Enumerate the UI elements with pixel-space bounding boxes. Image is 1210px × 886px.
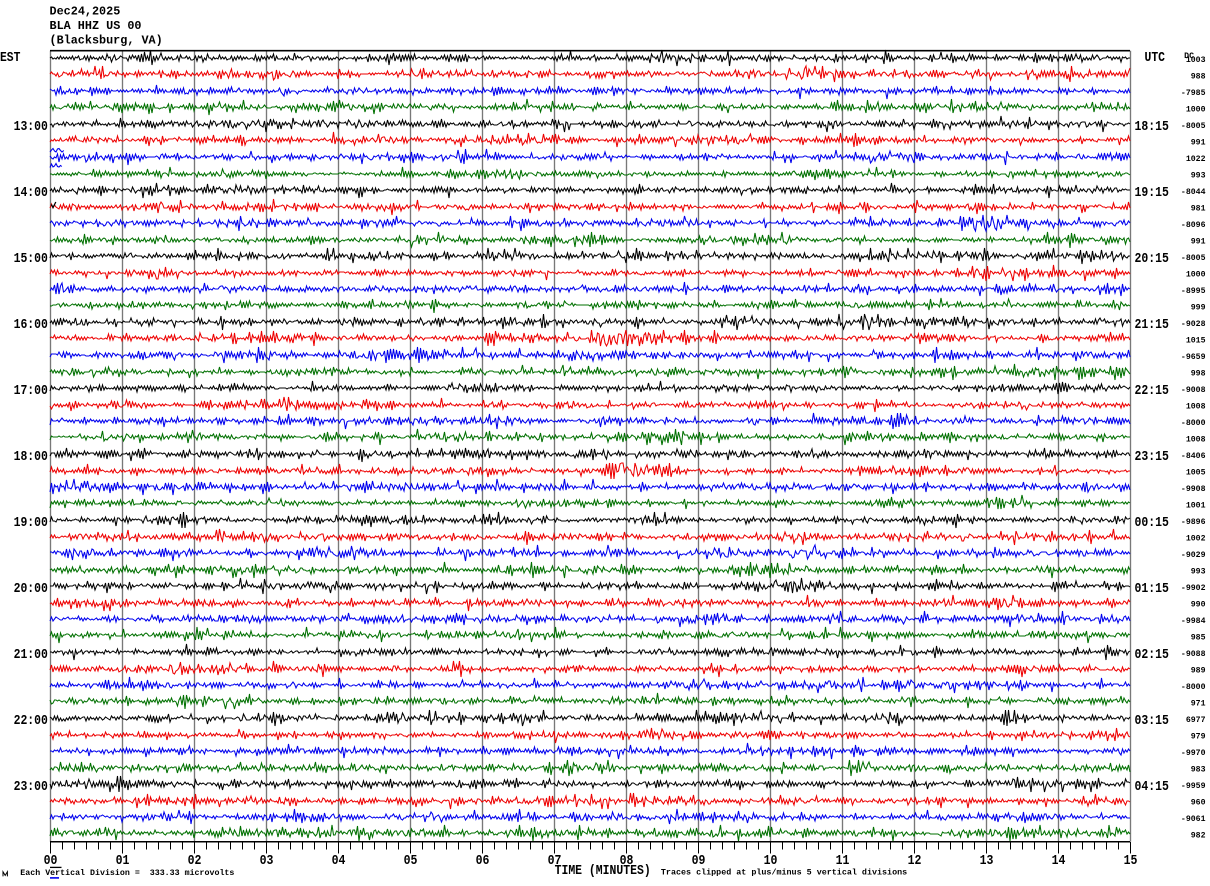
svg-text:01:15: 01:15 <box>1135 582 1169 597</box>
svg-text:15: 15 <box>1124 854 1138 869</box>
svg-text:999: 999 <box>1191 304 1206 313</box>
svg-text:981: 981 <box>1191 205 1206 214</box>
svg-text:02:15: 02:15 <box>1135 648 1169 663</box>
svg-text:991: 991 <box>1191 238 1206 247</box>
svg-text:09: 09 <box>692 854 706 869</box>
svg-text:-9970: -9970 <box>1181 749 1206 758</box>
svg-text:990: 990 <box>1191 601 1206 610</box>
svg-text:22:00: 22:00 <box>14 714 48 729</box>
svg-text:19:15: 19:15 <box>1135 186 1169 201</box>
svg-text:1015: 1015 <box>1186 337 1206 346</box>
svg-text:11: 11 <box>836 854 850 869</box>
svg-text:979: 979 <box>1191 733 1206 742</box>
svg-text:998: 998 <box>1191 370 1206 379</box>
svg-text:-9984: -9984 <box>1181 617 1206 626</box>
svg-text:982: 982 <box>1191 832 1206 841</box>
svg-text:-8005: -8005 <box>1181 254 1206 263</box>
svg-text:-9028: -9028 <box>1181 320 1206 329</box>
svg-text:985: 985 <box>1191 634 1206 643</box>
svg-text:1022: 1022 <box>1186 155 1206 164</box>
svg-text:-7985: -7985 <box>1181 89 1206 98</box>
svg-text:00: 00 <box>44 854 58 869</box>
svg-text:03:15: 03:15 <box>1135 714 1169 729</box>
svg-text:19:00: 19:00 <box>14 516 48 531</box>
svg-text:988: 988 <box>1191 73 1206 82</box>
svg-text:08: 08 <box>620 854 634 869</box>
svg-text:-9008: -9008 <box>1181 386 1206 395</box>
svg-text:00:15: 00:15 <box>1135 516 1169 531</box>
svg-text:1008: 1008 <box>1186 403 1206 412</box>
svg-text:02: 02 <box>188 854 202 869</box>
svg-text:04:15: 04:15 <box>1135 780 1169 795</box>
svg-text:1000: 1000 <box>1186 106 1206 115</box>
svg-text:16:00: 16:00 <box>14 318 48 333</box>
svg-text:-8005: -8005 <box>1181 122 1206 131</box>
svg-text:993: 993 <box>1191 172 1206 181</box>
svg-text:21:00: 21:00 <box>14 648 48 663</box>
svg-text:03: 03 <box>260 854 274 869</box>
svg-text:20:00: 20:00 <box>14 582 48 597</box>
svg-text:12: 12 <box>908 854 922 869</box>
svg-text:-9908: -9908 <box>1181 485 1206 494</box>
svg-text:-9659: -9659 <box>1181 353 1206 362</box>
svg-text:1005: 1005 <box>1186 469 1206 478</box>
svg-text:-8000: -8000 <box>1181 683 1206 692</box>
svg-text:21:15: 21:15 <box>1135 318 1169 333</box>
svg-text:06: 06 <box>476 854 490 869</box>
svg-text:UTC: UTC <box>1145 51 1166 66</box>
svg-text:983: 983 <box>1191 766 1206 775</box>
svg-text:13: 13 <box>980 854 994 869</box>
svg-text:-9029: -9029 <box>1181 551 1206 560</box>
svg-text:04: 04 <box>332 854 346 869</box>
svg-text:989: 989 <box>1191 667 1206 676</box>
svg-text:07: 07 <box>548 854 562 869</box>
svg-text:05: 05 <box>404 854 418 869</box>
svg-text:1003: 1003 <box>1186 56 1206 65</box>
svg-text:BLA HHZ US 00: BLA HHZ US 00 <box>50 19 142 33</box>
svg-text:EST: EST <box>0 51 20 66</box>
svg-text:(Blacksburg, VA): (Blacksburg, VA) <box>50 34 163 48</box>
svg-text:14:00: 14:00 <box>14 186 48 201</box>
svg-text:-9959: -9959 <box>1181 782 1206 791</box>
svg-text:22:15: 22:15 <box>1135 384 1169 399</box>
svg-text:17:00: 17:00 <box>14 384 48 399</box>
svg-text:TIME (MINUTES): TIME (MINUTES) <box>555 864 651 879</box>
svg-text:960: 960 <box>1191 799 1206 808</box>
svg-text:14: 14 <box>1052 854 1066 869</box>
svg-text:Traces clipped at plus/minus 5: Traces clipped at plus/minus 5 vertical … <box>661 868 907 878</box>
svg-text:18:15: 18:15 <box>1135 120 1169 135</box>
svg-text:993: 993 <box>1191 568 1206 577</box>
svg-text:1002: 1002 <box>1186 535 1206 544</box>
svg-text:20:15: 20:15 <box>1135 252 1169 267</box>
svg-text:-9902: -9902 <box>1181 584 1206 593</box>
svg-text:971: 971 <box>1191 700 1206 709</box>
svg-text:23:15: 23:15 <box>1135 450 1169 465</box>
svg-text:DC: DC <box>1184 52 1194 61</box>
svg-text:-8044: -8044 <box>1181 188 1206 197</box>
svg-text:23:00: 23:00 <box>14 780 48 795</box>
svg-text:10: 10 <box>764 854 778 869</box>
svg-text:1008: 1008 <box>1186 436 1206 445</box>
svg-text:-8406: -8406 <box>1181 452 1206 461</box>
svg-text:01: 01 <box>116 854 130 869</box>
svg-text:-8096: -8096 <box>1181 221 1206 230</box>
svg-text:1000: 1000 <box>1186 271 1206 280</box>
svg-text:-8995: -8995 <box>1181 287 1206 296</box>
svg-text:13:00: 13:00 <box>14 120 48 135</box>
svg-text:991: 991 <box>1191 139 1206 148</box>
svg-text:-9896: -9896 <box>1181 518 1206 527</box>
svg-text:Dec24,2025: Dec24,2025 <box>50 5 121 19</box>
svg-text:-9088: -9088 <box>1181 650 1206 659</box>
svg-text:Each Vertical Division = 333.: Each Vertical Division = 333.33 microvol… <box>20 868 234 878</box>
svg-text:-9061: -9061 <box>1181 815 1206 824</box>
svg-text:18:00: 18:00 <box>14 450 48 465</box>
svg-text:15:00: 15:00 <box>14 252 48 267</box>
svg-text:-8000: -8000 <box>1181 419 1206 428</box>
svg-text:1001: 1001 <box>1186 502 1206 511</box>
svg-text:6977: 6977 <box>1186 716 1206 725</box>
